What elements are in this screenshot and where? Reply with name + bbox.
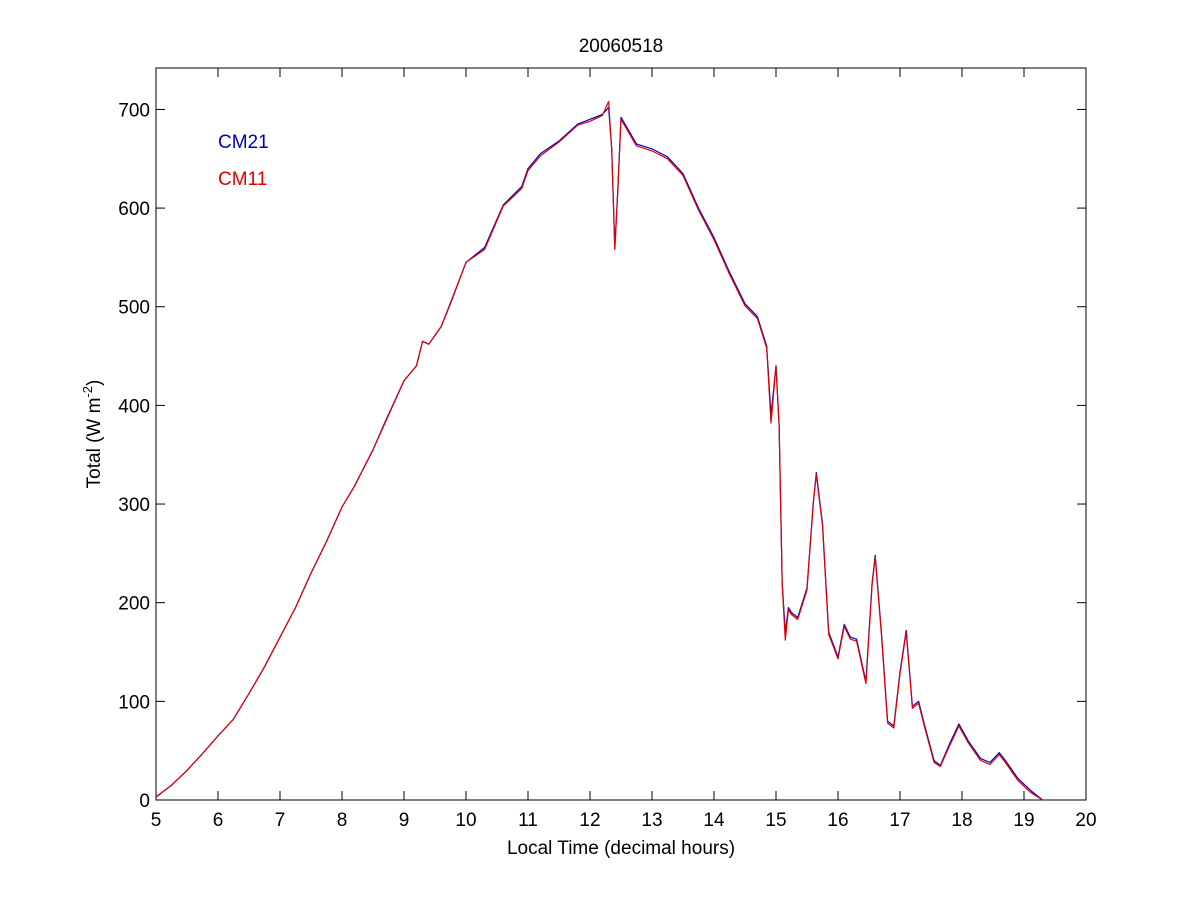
series-line-cm11	[155, 100, 1043, 801]
series-lines	[155, 100, 1043, 801]
y-tick-label: 400	[118, 396, 150, 417]
y-axis-label-sup: -2	[80, 386, 95, 398]
x-tick-label: 12	[579, 810, 600, 831]
y-axis-ticks: 0 100 200 300 400 500 600 700	[118, 100, 1086, 812]
x-tick-label: 14	[703, 810, 725, 831]
y-tick-label: 200	[118, 594, 150, 615]
x-tick-label: 20	[1075, 810, 1096, 831]
x-tick-label: 17	[889, 810, 910, 831]
y-axis-label-close: )	[84, 380, 105, 386]
y-axis-label-main: Total (W m	[84, 398, 105, 489]
x-tick-label: 11	[518, 810, 538, 831]
y-tick-label: 600	[118, 199, 150, 220]
x-tick-label: 10	[455, 810, 476, 831]
x-tick-label: 8	[337, 810, 348, 831]
legend-entry-cm11: CM11	[218, 169, 267, 190]
x-tick-label: 13	[641, 810, 662, 831]
legend-entry-cm21: CM21	[218, 132, 269, 153]
plot-area	[155, 67, 1087, 801]
x-axis-ticks: 5 6 7 8 9 10 11 12 13 14 15 16 17 18 19 20	[151, 68, 1097, 831]
x-tick-label: 15	[765, 810, 786, 831]
x-tick-label: 5	[151, 810, 162, 831]
y-tick-label: 100	[118, 692, 150, 713]
y-axis-label: Total (W m-2)	[80, 380, 105, 489]
y-tick-label: 700	[118, 100, 150, 121]
x-tick-label: 7	[275, 810, 286, 831]
x-tick-label: 9	[399, 810, 410, 831]
y-tick-label: 500	[118, 298, 150, 319]
x-tick-label: 18	[951, 810, 972, 831]
x-tick-label: 16	[827, 810, 848, 831]
x-tick-label: 6	[213, 810, 224, 831]
y-tick-label: 300	[118, 495, 150, 516]
chart-title: 20060518	[579, 36, 664, 57]
x-tick-label: 19	[1013, 810, 1034, 831]
x-axis-label: Local Time (decimal hours)	[507, 838, 735, 859]
y-tick-label: 0	[139, 791, 150, 812]
